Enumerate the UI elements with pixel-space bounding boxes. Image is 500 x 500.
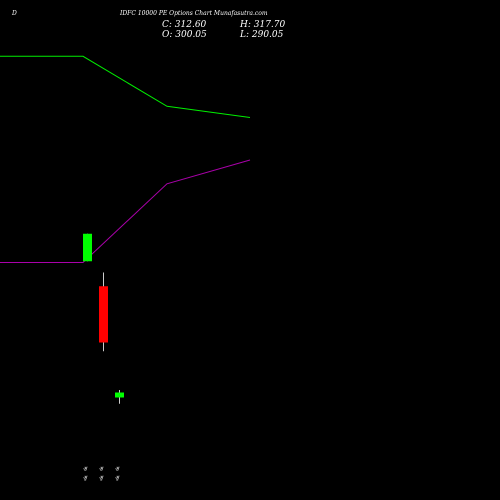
candle-3 <box>115 390 124 404</box>
candle-body <box>99 286 108 343</box>
indicator-line-2 <box>0 159 251 263</box>
candlesticks <box>83 233 124 404</box>
candle-1 <box>83 233 92 262</box>
x-axis-labels: ॶ ॷ ॶ ॷ ॶ ॷ <box>83 466 120 481</box>
indicator-line-1 <box>0 55 251 118</box>
symbol-short: D <box>11 10 17 17</box>
close-price: C: 312.60 <box>162 20 207 30</box>
open-price: O: 300.05 <box>162 30 207 40</box>
low-price: L: 290.05 <box>239 30 284 40</box>
indicator-lines <box>0 55 251 263</box>
chart-title: IDFC 10000 PE Options Chart Munafasutra.… <box>119 10 268 17</box>
candle-body <box>115 392 124 398</box>
candle-body <box>83 233 92 262</box>
candle-2 <box>99 272 108 352</box>
high-price: H: 317.70 <box>239 20 286 30</box>
